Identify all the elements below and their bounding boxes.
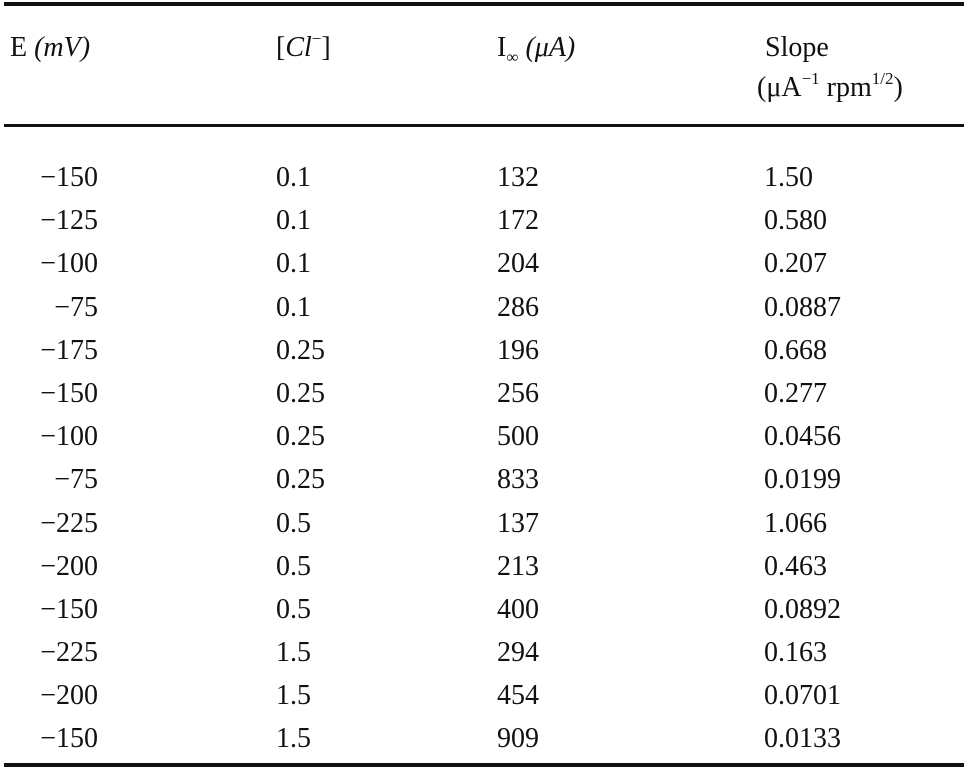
cell-cl: 0.25 — [276, 421, 325, 453]
table-row: −150 0.1 132 1.50 — [0, 156, 969, 199]
cell-slope: 0.0133 — [764, 723, 841, 755]
cell-e: −100 — [40, 248, 98, 280]
cell-cl: 0.5 — [276, 593, 311, 625]
cell-slope: 0.163 — [764, 637, 827, 669]
cell-cl: 0.1 — [276, 291, 311, 323]
cell-cl: 0.5 — [276, 507, 311, 539]
cell-e: −175 — [40, 334, 98, 366]
cell-slope: 0.0887 — [764, 291, 841, 323]
header-slope-unit: (μA−1 rpm1/2) — [757, 70, 903, 106]
cell-i: 400 — [497, 593, 539, 625]
cell-cl: 1.5 — [276, 637, 311, 669]
cell-i: 294 — [497, 637, 539, 669]
header-e-unit: (mV) — [34, 32, 91, 63]
header-slope-unit-a: (μA — [757, 72, 802, 103]
cell-e: −75 — [54, 464, 98, 496]
cell-e: −225 — [40, 637, 98, 669]
cell-slope: 0.0456 — [764, 421, 841, 453]
cell-e: −150 — [40, 377, 98, 409]
cell-e: −225 — [40, 507, 98, 539]
cell-slope: 0.0701 — [764, 680, 841, 712]
table-row: −175 0.25 196 0.668 — [0, 329, 969, 372]
cell-cl: 0.1 — [276, 162, 311, 193]
header-slope-title: Slope — [765, 32, 829, 63]
table-row: −150 0.5 400 0.0892 — [0, 588, 969, 631]
header-slope-unit-b-sup: 1/2 — [871, 68, 894, 88]
header-cl: [Cl−] — [276, 30, 331, 66]
cell-slope: 0.463 — [764, 550, 827, 582]
cell-i: 909 — [497, 723, 539, 755]
table-row: −225 1.5 294 0.163 — [0, 631, 969, 674]
cell-i: 204 — [497, 248, 539, 280]
cell-slope: 0.0199 — [764, 464, 841, 496]
cell-i: 137 — [497, 507, 539, 539]
table-row: −100 0.1 204 0.207 — [0, 242, 969, 285]
cell-i: 286 — [497, 291, 539, 323]
cell-i: 213 — [497, 550, 539, 582]
cell-e: −150 — [40, 723, 98, 755]
cell-cl: 0.25 — [276, 377, 325, 409]
cell-slope: 0.668 — [764, 334, 827, 366]
header-i: I∞ (μA) — [497, 30, 575, 66]
cell-cl: 1.5 — [276, 723, 311, 755]
cell-cl: 0.25 — [276, 464, 325, 496]
table-row: −125 0.1 172 0.580 — [0, 199, 969, 242]
table-row: −200 0.5 213 0.463 — [0, 545, 969, 588]
cell-slope: 0.0892 — [764, 593, 841, 625]
table-header-rule — [4, 124, 964, 127]
cell-i: 454 — [497, 680, 539, 712]
cell-slope: 1.066 — [764, 507, 827, 539]
header-i-sub: ∞ — [506, 47, 519, 67]
cell-e: −100 — [40, 421, 98, 453]
cell-e: −150 — [40, 162, 98, 193]
header-cl-close: ] — [321, 32, 331, 63]
table-row: −200 1.5 454 0.0701 — [0, 674, 969, 717]
cell-i: 172 — [497, 205, 539, 237]
header-i-main: I — [497, 32, 507, 63]
cell-i: 500 — [497, 421, 539, 453]
cell-e: −200 — [40, 680, 98, 712]
header-slope-unit-close: ) — [893, 72, 903, 103]
table-row: −150 0.25 256 0.277 — [0, 372, 969, 415]
header-i-unit: (μA) — [525, 32, 576, 63]
header-slope-unit-a-sup: −1 — [801, 68, 820, 88]
cell-cl: 1.5 — [276, 680, 311, 712]
cell-cl: 0.5 — [276, 550, 311, 582]
table-row: −75 0.25 833 0.0199 — [0, 458, 969, 501]
table-bottom-rule — [4, 763, 964, 767]
cell-slope: 0.207 — [764, 248, 827, 280]
table-row: −100 0.25 500 0.0456 — [0, 415, 969, 458]
cell-e: −200 — [40, 550, 98, 582]
table-row: −75 0.1 286 0.0887 — [0, 286, 969, 329]
cell-e: −125 — [40, 205, 98, 237]
cell-slope: 1.50 — [764, 162, 813, 193]
cell-i: 256 — [497, 377, 539, 409]
cell-i: 196 — [497, 334, 539, 366]
header-cl-open: [ — [276, 32, 286, 63]
cell-e: −75 — [54, 291, 98, 323]
cell-cl: 0.1 — [276, 205, 311, 237]
header-cl-symbol: Cl — [285, 32, 312, 63]
cell-i: 132 — [497, 162, 539, 193]
table-top-rule — [4, 2, 964, 6]
cell-e: −150 — [40, 593, 98, 625]
table-body: −150 0.1 132 1.50 −125 0.1 172 0.580 −100 0.1 204 0… — [0, 156, 969, 761]
header-e: E (mV) — [10, 30, 90, 66]
cell-slope: 0.580 — [764, 205, 827, 237]
header-cl-charge: − — [311, 28, 322, 48]
table-row: −225 0.5 137 1.066 — [0, 502, 969, 545]
cell-i: 833 — [497, 464, 539, 496]
cell-slope: 0.277 — [764, 377, 827, 409]
header-e-main: E — [10, 32, 28, 63]
cell-cl: 0.25 — [276, 334, 325, 366]
header-slope-unit-b: rpm — [826, 72, 872, 103]
cell-cl: 0.1 — [276, 248, 311, 280]
table-row: −150 1.5 909 0.0133 — [0, 717, 969, 760]
